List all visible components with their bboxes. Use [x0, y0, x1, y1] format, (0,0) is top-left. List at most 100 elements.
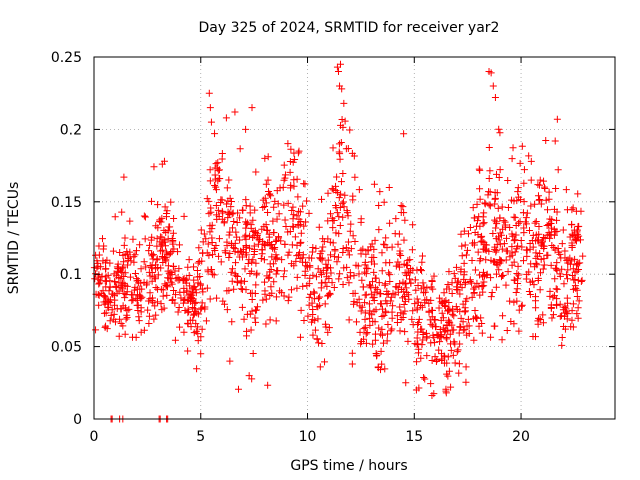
data-point: [234, 278, 242, 286]
data-point: [428, 357, 436, 365]
data-point: [435, 294, 443, 302]
data-point: [180, 212, 188, 220]
data-point: [577, 278, 585, 286]
data-point: [232, 272, 240, 280]
data-point: [388, 243, 396, 251]
data-point: [242, 125, 250, 133]
data-point: [331, 253, 339, 261]
data-point: [324, 256, 332, 264]
data-point: [307, 290, 315, 298]
data-point: [197, 226, 205, 234]
data-point: [509, 144, 517, 152]
data-point: [393, 312, 401, 320]
data-point: [211, 130, 219, 138]
data-point: [548, 314, 556, 322]
data-point: [464, 315, 472, 323]
data-point: [132, 247, 140, 255]
data-point: [257, 254, 265, 262]
data-point: [97, 289, 105, 297]
data-point: [425, 299, 433, 307]
data-point: [333, 63, 341, 71]
data-point: [370, 307, 378, 315]
data-point: [355, 186, 363, 194]
data-point: [478, 283, 486, 291]
data-point: [164, 274, 172, 282]
data-point: [280, 267, 288, 275]
data-point: [498, 336, 506, 344]
data-point: [245, 372, 253, 380]
data-point: [460, 275, 468, 283]
data-point: [106, 317, 114, 325]
data-point: [366, 321, 374, 329]
y-axis-label: SRMTID / TECUs: [6, 182, 22, 295]
data-point: [290, 182, 298, 190]
data-point: [329, 144, 337, 152]
data-point: [393, 319, 401, 327]
data-point: [206, 177, 214, 185]
data-point: [347, 220, 355, 228]
data-point: [483, 271, 491, 279]
data-point: [163, 291, 171, 299]
data-point: [241, 277, 249, 285]
data-point: [539, 233, 547, 241]
data-point: [180, 328, 188, 336]
data-point: [553, 115, 561, 123]
data-point: [476, 195, 484, 203]
data-point: [226, 194, 234, 202]
data-point: [399, 278, 407, 286]
data-point: [186, 316, 194, 324]
data-point: [137, 265, 145, 273]
data-point: [126, 273, 134, 281]
data-point: [362, 270, 370, 278]
data-point: [511, 214, 519, 222]
data-point: [378, 325, 386, 333]
data-point: [130, 258, 138, 266]
data-point: [361, 323, 369, 331]
data-point: [272, 317, 280, 325]
data-point: [137, 279, 145, 287]
data-point: [297, 218, 305, 225]
data-point: [263, 272, 271, 280]
data-point: [444, 281, 452, 289]
data-point: [287, 145, 295, 153]
data-point: [349, 289, 357, 297]
data-point: [450, 270, 458, 278]
data-point: [513, 245, 521, 253]
data-point: [248, 307, 256, 315]
data-point: [202, 317, 210, 325]
data-point: [219, 209, 227, 217]
data-point: [573, 310, 581, 318]
data-point: [284, 199, 292, 207]
data-point: [98, 272, 106, 280]
data-point: [123, 307, 131, 315]
data-point: [246, 209, 254, 217]
data-point: [536, 196, 544, 204]
data-point: [157, 300, 165, 308]
data-point: [210, 244, 218, 252]
data-point: [263, 226, 271, 234]
data-point: [239, 248, 247, 256]
data-point: [457, 230, 465, 238]
data-point: [381, 365, 389, 373]
data-point: [516, 218, 524, 226]
data-point: [179, 277, 187, 285]
data-point: [213, 211, 221, 219]
data-point: [514, 262, 522, 270]
data-point: [269, 217, 277, 225]
data-point: [519, 209, 527, 217]
data-point: [560, 323, 568, 331]
data-point: [401, 293, 409, 301]
data-point: [396, 303, 404, 311]
data-point: [95, 280, 103, 288]
data-point: [508, 249, 516, 257]
data-point: [319, 243, 327, 251]
data-point: [427, 320, 435, 328]
data-point: [191, 299, 199, 307]
data-point: [329, 239, 337, 247]
data-point: [574, 314, 582, 322]
data-point: [417, 285, 425, 293]
data-point: [323, 282, 331, 290]
data-point: [336, 270, 344, 278]
data-point: [364, 247, 372, 255]
data-point: [553, 267, 561, 275]
